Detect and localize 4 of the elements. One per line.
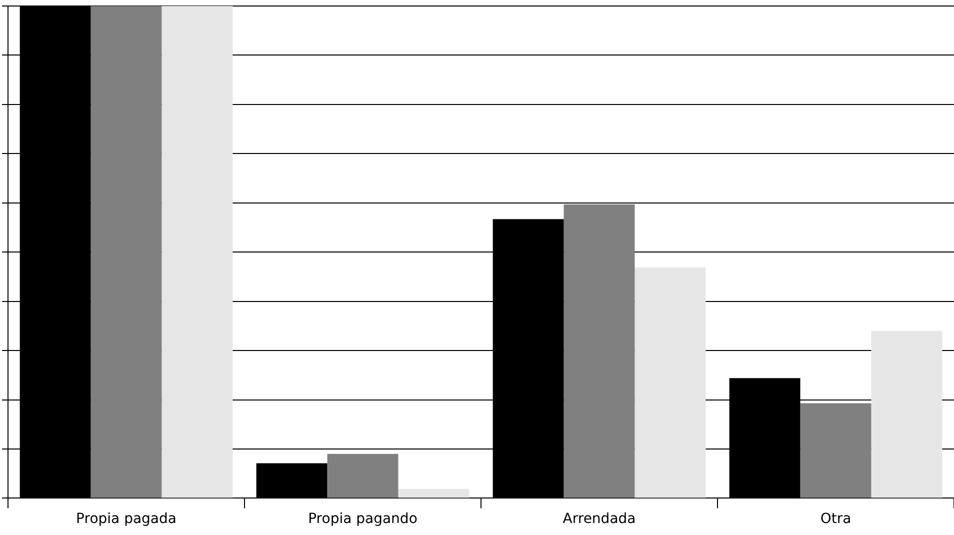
x-tick-label: Propia pagando	[308, 511, 418, 528]
x-tick-label: Arrendada	[562, 511, 636, 528]
x-tick-label: Otra	[820, 511, 852, 528]
x-tick-label: Propia pagada	[76, 511, 176, 528]
